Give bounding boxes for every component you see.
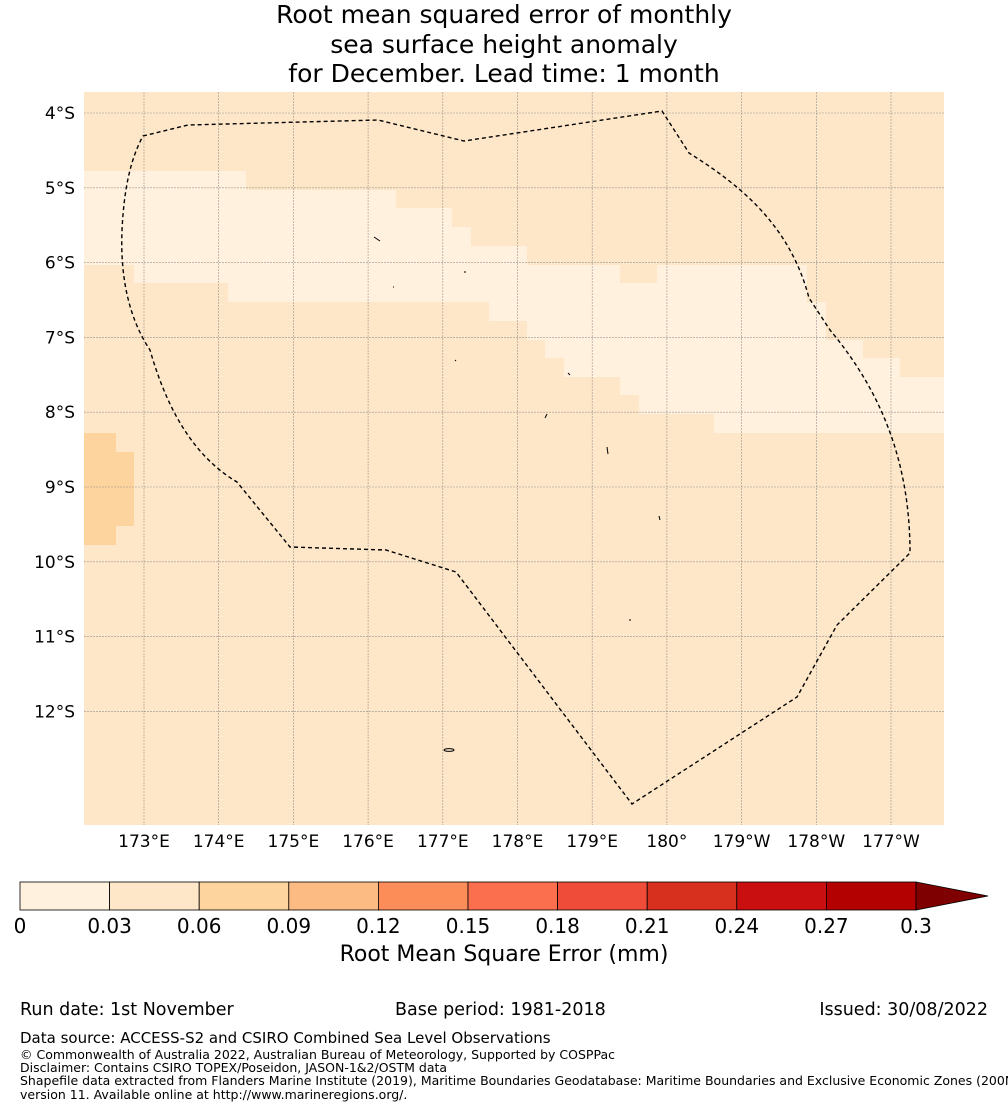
lat-tick-label: 12°S: [34, 702, 75, 722]
map-title: Root mean squared error of monthly sea s…: [0, 0, 1008, 89]
colorbar-bin: [467, 881, 558, 911]
colorbar-ticks: 0 0.03 0.06 0.09 0.12 0.15 0.18 0.21 0.24 0.27 0.3: [14, 914, 932, 938]
colorbar-bin: [646, 881, 738, 911]
gridlines: [84, 92, 944, 825]
colorbar-bin: [198, 881, 290, 911]
colorbar-tick-label: 0.15: [446, 914, 491, 938]
colorbar-tick-label: 0.06: [177, 914, 222, 938]
copyright: © Commonwealth of Australia 2022, Austra…: [20, 1047, 615, 1062]
title-line-1: Root mean squared error of monthly: [276, 0, 732, 29]
colorbar-tick-label: 0.24: [715, 914, 760, 938]
rmse-map: 4°S 5°S 6°S 7°S 8°S 9°S 10°S 11°S 12°S 173°E 174°…: [34, 92, 944, 852]
colorbar: 0 0.03 0.06 0.09 0.12 0.15 0.18 0.21 0.24 0.27 0.3: [14, 881, 989, 938]
lat-tick-label: 7°S: [45, 328, 75, 348]
colorbar-boxes: [19, 881, 989, 911]
island-funafuti: [606, 446, 609, 455]
colorbar-bin: [736, 881, 827, 911]
map-field: [84, 92, 944, 825]
longitude-labels: 173°E 174°E 175°E 176°E 177°E 178°E 179°E 180° 1…: [118, 832, 920, 852]
latitude-labels: 4°S 5°S 6°S 7°S 8°S 9°S 10°S 11°S 12°S: [34, 104, 75, 722]
lat-tick-label: 5°S: [45, 179, 75, 199]
colorbar-tick-label: 0.09: [267, 914, 312, 938]
lat-tick-label: 8°S: [45, 403, 75, 423]
lon-tick-label: 177°E: [417, 832, 469, 852]
colorbar-bin: [826, 881, 917, 911]
colorbar-label: Root Mean Square Error (mm): [339, 942, 669, 967]
island-nui: [454, 359, 457, 362]
colorbar-tick-label: 0.27: [804, 914, 849, 938]
colorbar-bin: [557, 881, 648, 911]
colorbar-tick-label: 0.3: [900, 914, 932, 938]
colorbar-tick-label: 0.12: [356, 914, 401, 938]
colorbar-bin: [377, 881, 469, 911]
lat-tick-label: 9°S: [45, 478, 75, 498]
island-nanumea: [373, 236, 381, 242]
colorbar-bin: [288, 881, 379, 911]
field-western-patch: [84, 433, 134, 545]
lon-tick-label: 179°W: [713, 832, 771, 852]
lon-tick-label: 178°W: [787, 832, 845, 852]
shapefile-credit-2: version 11. Available online at http://w…: [20, 1087, 408, 1102]
title-line-3: for December. Lead time: 1 month: [288, 59, 720, 88]
lat-tick-label: 4°S: [45, 104, 75, 124]
lon-tick-label: 179°E: [566, 832, 618, 852]
colorbar-tick-label: 0.18: [535, 914, 580, 938]
lon-tick-label: 173°E: [118, 832, 170, 852]
colorbar-extend-arrow: [915, 881, 989, 911]
lon-tick-label: 178°E: [492, 832, 544, 852]
lat-tick-label: 10°S: [34, 553, 75, 573]
islands: [373, 236, 661, 752]
run-date: Run date: 1st November: [20, 1000, 234, 1020]
colorbar-tick-label: 0: [14, 914, 27, 938]
issued-date: Issued: 30/08/2022: [819, 1000, 988, 1020]
eez-boundary: [121, 110, 911, 805]
island-vaitupu: [567, 372, 571, 376]
lat-tick-label: 11°S: [34, 628, 75, 648]
field-light-band: [84, 171, 944, 433]
data-source: Data source: ACCESS-S2 and CSIRO Combine…: [20, 1029, 551, 1047]
shapefile-credit-1: Shapefile data extracted from Flanders M…: [20, 1073, 1008, 1088]
title-line-2: sea surface height anomaly: [330, 29, 678, 59]
lon-tick-label: 174°E: [193, 832, 245, 852]
colorbar-bin: [109, 881, 200, 911]
lon-tick-label: 180°: [646, 832, 687, 852]
lon-tick-label: 176°E: [342, 832, 394, 852]
island-south: [443, 748, 455, 752]
lon-tick-label: 175°E: [268, 832, 320, 852]
lat-tick-label: 6°S: [45, 254, 75, 274]
colorbar-tick-label: 0.21: [625, 914, 670, 938]
base-period: Base period: 1981-2018: [395, 1000, 606, 1020]
colorbar-bin: [19, 881, 110, 911]
disclaimer: Disclaimer: Contains CSIRO TOPEX/Poseido…: [20, 1060, 448, 1075]
island-nukufetau: [544, 413, 548, 419]
lon-tick-label: 177°W: [862, 832, 920, 852]
colorbar-tick-label: 0.03: [87, 914, 132, 938]
island-nukulaelae: [658, 515, 661, 521]
